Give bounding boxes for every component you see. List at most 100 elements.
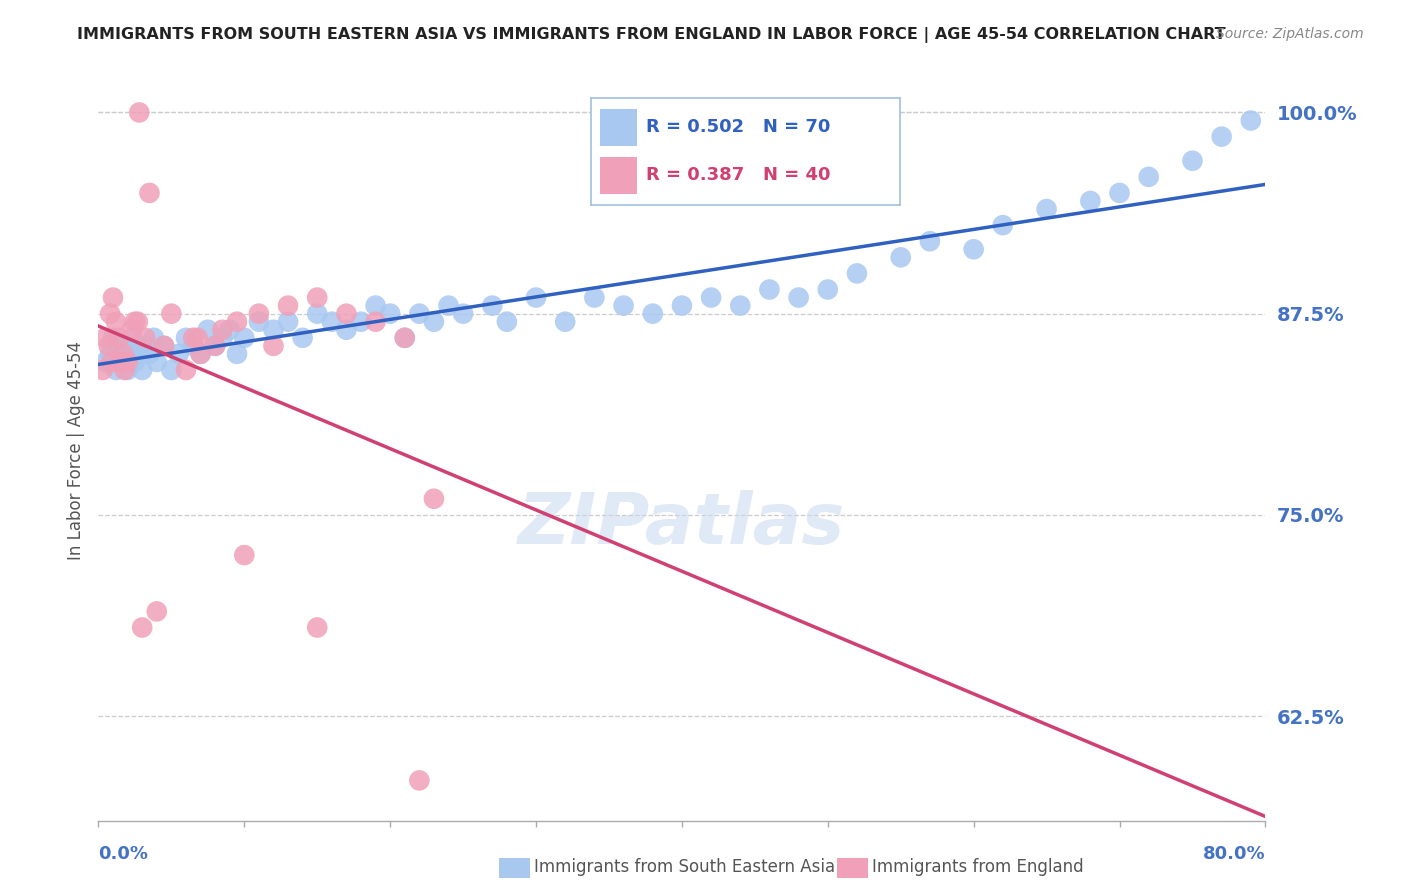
Point: [307, 307, 329, 321]
Point: [613, 299, 636, 313]
Point: [138, 186, 160, 200]
Point: [583, 291, 606, 305]
Text: IMMIGRANTS FROM SOUTH EASTERN ASIA VS IMMIGRANTS FROM ENGLAND IN LABOR FORCE | A: IMMIGRANTS FROM SOUTH EASTERN ASIA VS IM…: [77, 27, 1226, 43]
Text: ZIPatlas: ZIPatlas: [519, 490, 845, 559]
Point: [277, 315, 299, 329]
Point: [218, 323, 240, 337]
Point: [1108, 186, 1130, 200]
Point: [233, 548, 256, 562]
Point: [321, 315, 343, 329]
Point: [94, 355, 117, 369]
Point: [307, 291, 329, 305]
Point: [142, 331, 165, 345]
Point: [918, 234, 941, 248]
Point: [423, 491, 446, 506]
Point: [524, 291, 547, 305]
Point: [641, 307, 664, 321]
Point: [394, 331, 416, 345]
Point: [131, 620, 153, 634]
Point: [160, 363, 183, 377]
Point: [111, 347, 134, 361]
Text: R = 0.502   N = 70: R = 0.502 N = 70: [647, 118, 831, 136]
Point: [167, 347, 190, 361]
Point: [138, 347, 160, 361]
Point: [134, 339, 156, 353]
Point: [105, 339, 128, 353]
Point: [94, 331, 117, 345]
Point: [364, 315, 387, 329]
Point: [380, 307, 402, 321]
Point: [671, 299, 693, 313]
Point: [408, 307, 430, 321]
Text: Immigrants from England: Immigrants from England: [872, 858, 1084, 876]
Point: [1181, 153, 1204, 168]
Point: [190, 347, 212, 361]
Point: [787, 291, 810, 305]
Point: [104, 315, 127, 329]
Point: [146, 604, 169, 618]
Point: [174, 363, 197, 377]
Point: [121, 331, 143, 345]
Point: [247, 307, 270, 321]
Point: [307, 620, 329, 634]
Point: [146, 355, 169, 369]
Point: [496, 315, 519, 329]
Point: [1035, 202, 1057, 216]
Point: [110, 355, 132, 369]
Point: [233, 331, 256, 345]
Point: [101, 291, 124, 305]
Point: [121, 323, 143, 337]
Point: [160, 307, 183, 321]
Bar: [600, 157, 637, 194]
Point: [91, 363, 114, 377]
Point: [197, 323, 219, 337]
Point: [1080, 194, 1102, 208]
Y-axis label: In Labor Force | Age 45-54: In Labor Force | Age 45-54: [66, 341, 84, 560]
Point: [118, 347, 141, 361]
Point: [846, 267, 869, 281]
Point: [117, 363, 139, 377]
Point: [190, 347, 212, 361]
Point: [451, 307, 474, 321]
Point: [112, 347, 135, 361]
Point: [131, 363, 153, 377]
Point: [110, 355, 132, 369]
Point: [101, 331, 124, 345]
Point: [174, 331, 197, 345]
Point: [117, 355, 139, 369]
Point: [962, 242, 984, 256]
Point: [127, 315, 149, 329]
Point: [423, 315, 446, 329]
Point: [187, 331, 209, 345]
Point: [481, 299, 503, 313]
Point: [758, 283, 780, 297]
Point: [263, 323, 285, 337]
Point: [1211, 129, 1233, 144]
Point: [204, 339, 226, 353]
Point: [98, 307, 121, 321]
Point: [350, 315, 373, 329]
Point: [437, 299, 460, 313]
Point: [394, 331, 416, 345]
Point: [277, 299, 299, 313]
Point: [104, 363, 127, 377]
Point: [181, 331, 204, 345]
Text: 0.0%: 0.0%: [98, 845, 149, 863]
Text: R = 0.387   N = 40: R = 0.387 N = 40: [647, 166, 831, 184]
Point: [263, 339, 285, 353]
Point: [1240, 113, 1263, 128]
Point: [247, 315, 270, 329]
Point: [204, 339, 226, 353]
Point: [153, 339, 176, 353]
Point: [134, 331, 156, 345]
Point: [114, 363, 136, 377]
Point: [554, 315, 576, 329]
Point: [226, 347, 249, 361]
Point: [991, 218, 1014, 232]
Point: [226, 315, 249, 329]
Point: [124, 315, 146, 329]
Point: [108, 331, 131, 345]
Text: 80.0%: 80.0%: [1202, 845, 1265, 863]
Point: [97, 339, 120, 353]
Point: [1137, 169, 1160, 184]
